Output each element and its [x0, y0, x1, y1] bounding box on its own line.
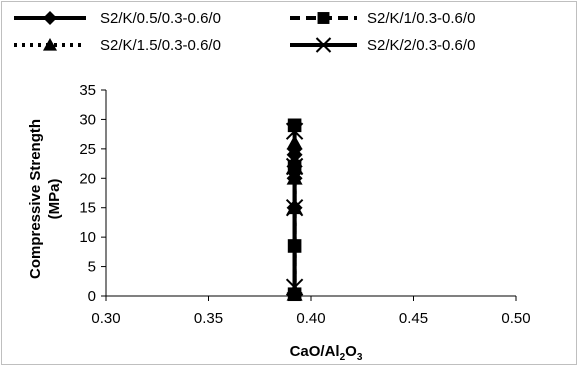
- data-point: [287, 159, 302, 174]
- legend-marker: [43, 38, 57, 51]
- legend-label-series-3: S2/K/1.5/0.3-0.6/0: [100, 37, 221, 54]
- legend-sample-series-2: [290, 12, 357, 24]
- y-tick-label: 20: [79, 170, 96, 187]
- legend-marker: [43, 11, 57, 25]
- data-point: [287, 239, 302, 253]
- x-tick-label: 0.50: [501, 310, 530, 327]
- axes: 0 5 10 15 20 25 30 35 0.30 0.35 0.40 0.45 0.50: [79, 82, 530, 327]
- legend-entry-series-2: S2/K/1/0.3-0.6/0: [290, 10, 475, 27]
- legend-sample-series-4: [290, 37, 357, 53]
- y-axis-title-line-1: Compressive Strength: [27, 119, 44, 279]
- legend-entry-series-3: S2/K/1.5/0.3-0.6/0: [14, 37, 221, 54]
- y-axis-title: Compressive Strength (MPa): [27, 119, 63, 279]
- y-tick-label: 10: [79, 229, 96, 246]
- y-tick-label: 30: [79, 111, 96, 128]
- legend-sample-series-1: [14, 11, 86, 25]
- y-tick-label: 15: [79, 200, 96, 217]
- legend-label-series-4: S2/K/2/0.3-0.6/0: [367, 37, 475, 54]
- x-tick-label: 0.30: [91, 310, 120, 327]
- legend-label-series-1: S2/K/0.5/0.3-0.6/0: [100, 10, 221, 27]
- legend: S2/K/0.5/0.3-0.6/0 S2/K/1/0.3-0.6/0 S2/K…: [14, 10, 475, 54]
- y-axis-title-line-2: (MPa): [46, 179, 63, 220]
- y-tick-label: 25: [79, 141, 96, 158]
- legend-entry-series-4: S2/K/2/0.3-0.6/0: [290, 37, 475, 54]
- x-ticks: 0.30 0.35 0.40 0.45 0.50: [91, 296, 531, 327]
- y-tick-label: 35: [79, 82, 96, 99]
- legend-marker: [317, 12, 330, 24]
- x-axis-title: CaO/Al2O3: [290, 343, 363, 363]
- legend-sample-series-3: [14, 38, 86, 51]
- plot-area: [285, 118, 304, 302]
- legend-marker: [315, 37, 332, 53]
- y-tick-label: 5: [88, 259, 96, 276]
- y-ticks: 0 5 10 15 20 25 30 35: [79, 82, 106, 305]
- legend-entry-series-1: S2/K/0.5/0.3-0.6/0: [14, 10, 221, 27]
- x-marker-stroke: [315, 37, 332, 53]
- legend-label-series-2: S2/K/1/0.3-0.6/0: [367, 10, 475, 27]
- y-tick-label: 0: [88, 288, 96, 305]
- x-tick-label: 0.35: [194, 310, 223, 327]
- data-point: [287, 118, 302, 133]
- series-2: [287, 118, 302, 302]
- x-tick-label: 0.45: [399, 310, 428, 327]
- data-point: [287, 287, 302, 302]
- x-tick-label: 0.40: [296, 310, 325, 327]
